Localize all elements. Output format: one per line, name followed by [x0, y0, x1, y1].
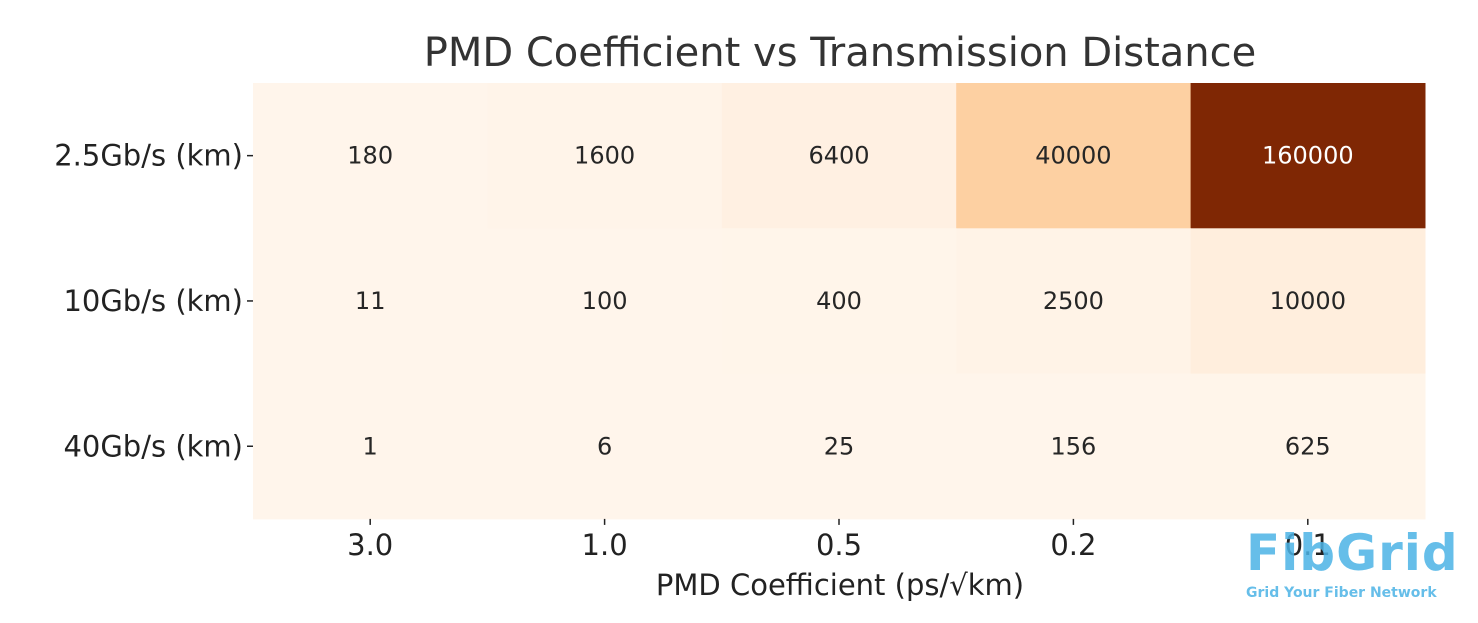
cell-value-label: 10000: [1270, 287, 1346, 315]
heatmap-cells: [253, 83, 1426, 520]
cell-value-label: 6: [597, 432, 612, 460]
x-tick-label: 3.0: [347, 528, 393, 562]
cell-value-label: 1600: [574, 142, 635, 170]
cell-value-label: 2500: [1043, 287, 1104, 315]
heatmap-labels: 180 1600 6400 40000 160000 11 100 400 2500 10000 1…: [347, 142, 1353, 461]
y-tick-label: 40Gb/s (km): [63, 429, 243, 463]
heatmap-cell: [721, 83, 957, 229]
chart-title: PMD Coefficient vs Transmission Distance: [424, 30, 1257, 76]
heatmap-cell: [1190, 373, 1426, 520]
heatmap-cell: [487, 83, 723, 229]
x-tick-label: 0.5: [816, 528, 862, 562]
cell-value-label: 1: [363, 432, 378, 460]
heatmap-cell: [253, 83, 488, 229]
cell-value-label: 160000: [1262, 142, 1354, 170]
heatmap-cell: [1190, 83, 1426, 229]
x-tick-label: 1.0: [582, 528, 628, 562]
cell-value-label: 180: [347, 142, 393, 170]
cell-value-label: 156: [1050, 432, 1096, 460]
x-tick-label: 0.2: [1050, 528, 1096, 562]
cell-value-label: 11: [355, 287, 386, 315]
heatmap-cell: [487, 228, 723, 375]
logo-brand: FibGrid: [1246, 524, 1459, 582]
heatmap-cell: [487, 373, 723, 520]
y-tick-label: 2.5Gb/s (km): [54, 139, 243, 173]
y-axis-ticks: 2.5Gb/s (km) 10Gb/s (km) 40Gb/s (km): [54, 139, 253, 463]
x-axis-ticks: 3.0 1.0 0.5 0.2 0.1: [347, 518, 1331, 562]
cell-value-label: 400: [816, 287, 862, 315]
logo-tagline: Grid Your Fiber Network: [1246, 585, 1437, 601]
heatmap-cell: [956, 373, 1192, 520]
heatmap-cell: [253, 373, 488, 520]
cell-value-label: 625: [1285, 432, 1331, 460]
heatmap-cell: [1190, 228, 1426, 375]
x-tick-label: 0.1: [1285, 528, 1331, 562]
heatmap-cell: [253, 228, 488, 375]
heatmap-cell: [721, 373, 957, 520]
x-axis-title: PMD Coefficient (ps/√km): [656, 568, 1024, 602]
cell-value-label: 6400: [808, 142, 869, 170]
fibgrid-logo: FibGrid Grid Your Fiber Network: [1246, 524, 1459, 608]
cell-value-label: 25: [824, 432, 855, 460]
cell-value-label: 40000: [1035, 142, 1111, 170]
y-tick-label: 10Gb/s (km): [63, 284, 243, 318]
heatmap-cell: [721, 228, 957, 375]
heatmap-cell: [956, 228, 1192, 375]
cell-value-label: 100: [582, 287, 628, 315]
heatmap-cell: [956, 83, 1192, 229]
